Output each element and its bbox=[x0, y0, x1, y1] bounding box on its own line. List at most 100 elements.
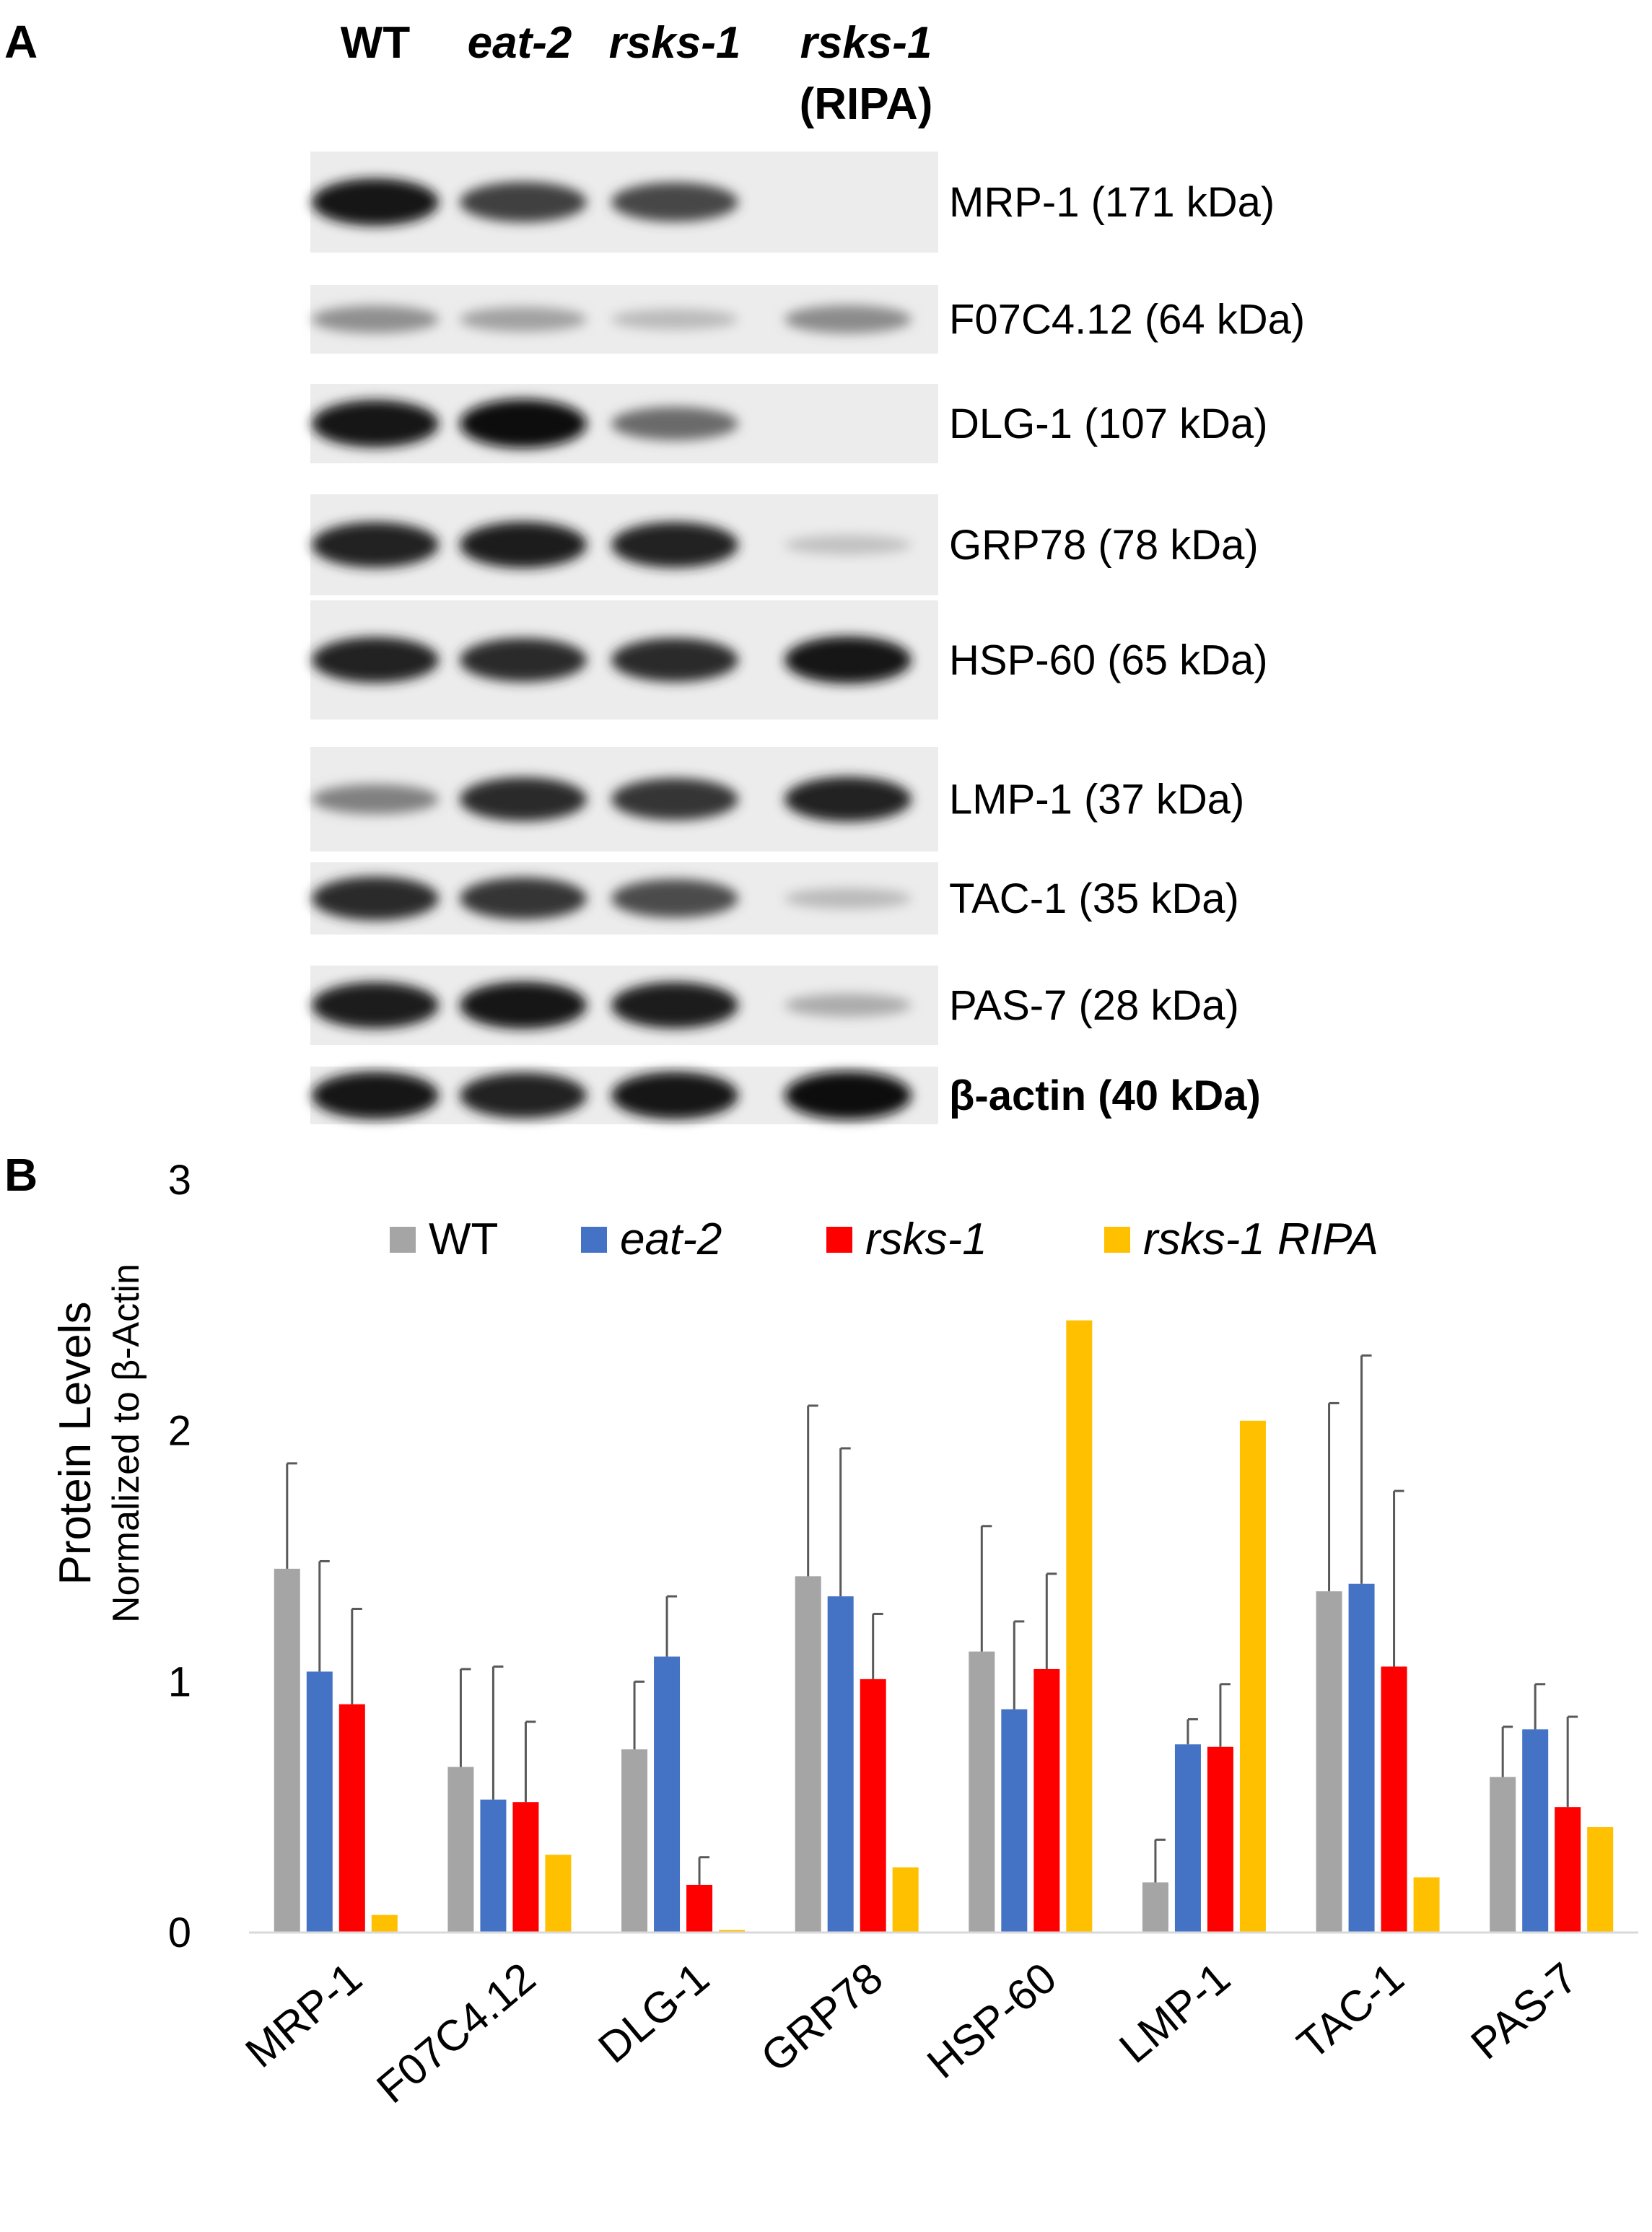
band-beta-actin-lane-2 bbox=[460, 1072, 587, 1119]
bar-hsp-60-rsks-1-ripa bbox=[1066, 1320, 1093, 1933]
panel-a-letter: A bbox=[4, 16, 38, 68]
error-bar-lmp-1-wt bbox=[1154, 1838, 1166, 1883]
bar-f07c4-12-wt bbox=[447, 1767, 474, 1933]
error-bar-tac-1-rsks-1 bbox=[1393, 1489, 1404, 1667]
legend-label-wt: WT bbox=[429, 1215, 498, 1264]
legend-label-rsks-1: rsks-1 bbox=[865, 1215, 987, 1264]
error-bar-lmp-1-rsks-1 bbox=[1219, 1683, 1231, 1747]
blot-row-tac-1: TAC-1 (35 kDa) bbox=[310, 862, 1239, 935]
bar-mrp-1-wt bbox=[274, 1568, 300, 1933]
bar-lmp-1-rsks-1 bbox=[1207, 1746, 1233, 1933]
blot-label-grp78: GRP78 (78 kDa) bbox=[949, 522, 1259, 569]
error-bar-pas-7-eat-2 bbox=[1534, 1683, 1546, 1730]
bar-lmp-1-rsks-1-ripa bbox=[1239, 1420, 1266, 1933]
y-axis-subtitle: Normalized to β-Actin bbox=[105, 1264, 147, 1623]
band-dlg-1-lane-3 bbox=[611, 406, 738, 441]
band-f07c4-12-lane-3 bbox=[611, 309, 738, 330]
band-beta-actin-lane-1 bbox=[312, 1072, 439, 1119]
band-grp78-lane-4 bbox=[785, 535, 912, 555]
error-bar-dlg-1-wt bbox=[633, 1680, 645, 1750]
error-bar-grp78-eat-2 bbox=[839, 1447, 851, 1597]
error-bar-grp78-wt bbox=[807, 1404, 818, 1577]
band-grp78-lane-1 bbox=[312, 522, 439, 568]
x-tick-grp78: GRP78 bbox=[752, 1953, 892, 2082]
blot-row-dlg-1: DLG-1 (107 kDa) bbox=[310, 384, 1268, 463]
band-dlg-1-lane-1 bbox=[312, 400, 439, 447]
blot-row-lmp-1: LMP-1 (37 kDa) bbox=[310, 747, 1244, 852]
band-grp78-lane-2 bbox=[460, 521, 587, 569]
band-lmp-1-lane-4 bbox=[785, 776, 912, 822]
band-mrp-1-lane-2 bbox=[460, 182, 587, 222]
band-beta-actin-lane-4 bbox=[785, 1071, 912, 1120]
blot-label-tac-1: TAC-1 (35 kDa) bbox=[949, 875, 1239, 922]
lane-header-wt: WT bbox=[341, 18, 411, 68]
error-bar-mrp-1-eat-2 bbox=[318, 1559, 330, 1672]
blot-rows: MRP-1 (171 kDa) F07C4.12 (64 kDa) DLG-1 (1… bbox=[310, 152, 1305, 1124]
y-axis-title: Protein Levels bbox=[51, 1302, 100, 1585]
band-pas-7-lane-3 bbox=[611, 981, 738, 1029]
error-bar-f07c4-12-wt bbox=[459, 1668, 471, 1767]
bar-tac-1-wt bbox=[1316, 1591, 1342, 1933]
band-tac-1-lane-3 bbox=[611, 879, 738, 918]
y-axis-ticks: 0 1 2 3 bbox=[168, 1157, 191, 1956]
y-tick-0: 0 bbox=[168, 1909, 191, 1956]
bar-pas-7-eat-2 bbox=[1522, 1729, 1549, 1933]
band-hsp-60-lane-2 bbox=[460, 638, 587, 682]
error-bar-hsp-60-eat-2 bbox=[1013, 1620, 1025, 1710]
legend-swatch-wt bbox=[390, 1227, 416, 1253]
bar-mrp-1-eat-2 bbox=[306, 1671, 333, 1933]
band-f07c4-12-lane-4 bbox=[785, 305, 912, 334]
panel-b-bar-chart: B Protein Levels Normalized to β-Actin 0… bbox=[4, 1149, 1638, 2112]
legend-label-rsks-1-ripa: rsks-1 RIPA bbox=[1143, 1215, 1378, 1264]
bar-hsp-60-rsks-1 bbox=[1033, 1668, 1060, 1933]
x-tick-f07c4-12: F07C4.12 bbox=[367, 1953, 544, 2113]
x-tick-pas-7: PAS-7 bbox=[1462, 1953, 1587, 2069]
x-tick-hsp-60: HSP-60 bbox=[918, 1953, 1065, 2088]
error-bar-mrp-1-wt bbox=[286, 1462, 297, 1569]
bar-dlg-1-rsks-1 bbox=[686, 1884, 713, 1933]
bar-grp78-rsks-1-ripa bbox=[892, 1867, 919, 1933]
blot-row-pas-7: PAS-7 (28 kDa) bbox=[310, 966, 1239, 1045]
band-mrp-1-lane-1 bbox=[312, 178, 439, 226]
blot-row-f07c4-12: F07C4.12 (64 kDa) bbox=[310, 285, 1305, 354]
y-tick-2: 2 bbox=[168, 1408, 191, 1455]
band-dlg-1-lane-2 bbox=[460, 399, 587, 448]
error-bar-tac-1-wt bbox=[1328, 1401, 1339, 1592]
bar-f07c4-12-rsks-1-ripa bbox=[545, 1855, 572, 1933]
y-tick-1: 1 bbox=[168, 1658, 191, 1705]
bar-grp78-rsks-1 bbox=[860, 1679, 886, 1933]
bar-f07c4-12-rsks-1 bbox=[512, 1802, 539, 1933]
bar-pas-7-rsks-1 bbox=[1555, 1807, 1581, 1933]
y-tick-3: 3 bbox=[168, 1157, 191, 1204]
error-bar-tac-1-eat-2 bbox=[1360, 1354, 1372, 1584]
legend-item-rsks-1: rsks-1 bbox=[826, 1215, 987, 1264]
legend-swatch-rsks-1 bbox=[826, 1227, 852, 1253]
error-bar-hsp-60-rsks-1 bbox=[1045, 1572, 1057, 1669]
bar-dlg-1-rsks-1-ripa bbox=[719, 1930, 746, 1933]
blot-label-f07c4-12: F07C4.12 (64 kDa) bbox=[949, 297, 1305, 343]
band-hsp-60-lane-4 bbox=[785, 636, 912, 684]
y-axis-label: Protein Levels bbox=[51, 1302, 100, 1585]
bar-f07c4-12-eat-2 bbox=[480, 1799, 507, 1933]
band-tac-1-lane-2 bbox=[460, 877, 587, 920]
error-bar-pas-7-rsks-1 bbox=[1566, 1715, 1578, 1808]
blot-label-hsp-60: HSP-60 (65 kDa) bbox=[949, 637, 1268, 684]
error-bar-mrp-1-rsks-1 bbox=[351, 1608, 362, 1704]
lane-header-rsks-1: rsks-1 bbox=[609, 18, 741, 68]
bar-hsp-60-eat-2 bbox=[1001, 1709, 1028, 1933]
x-tick-lmp-1: LMP-1 bbox=[1110, 1953, 1238, 2073]
blot-row-grp78: GRP78 (78 kDa) bbox=[310, 494, 1259, 595]
blot-label-lmp-1: LMP-1 (37 kDa) bbox=[949, 776, 1244, 823]
x-tick-tac-1: TAC-1 bbox=[1288, 1953, 1412, 2069]
error-bar-f07c4-12-rsks-1 bbox=[524, 1720, 536, 1803]
band-hsp-60-lane-3 bbox=[611, 638, 738, 682]
bar-hsp-60-wt bbox=[969, 1651, 995, 1933]
band-f07c4-12-lane-1 bbox=[312, 305, 439, 333]
bar-pas-7-rsks-1-ripa bbox=[1587, 1826, 1614, 1933]
bar-pas-7-wt bbox=[1490, 1777, 1516, 1933]
band-lmp-1-lane-2 bbox=[460, 777, 587, 821]
lane-header-ripa-sublabel: (RIPA) bbox=[800, 79, 933, 129]
error-bar-pas-7-wt bbox=[1501, 1725, 1513, 1777]
